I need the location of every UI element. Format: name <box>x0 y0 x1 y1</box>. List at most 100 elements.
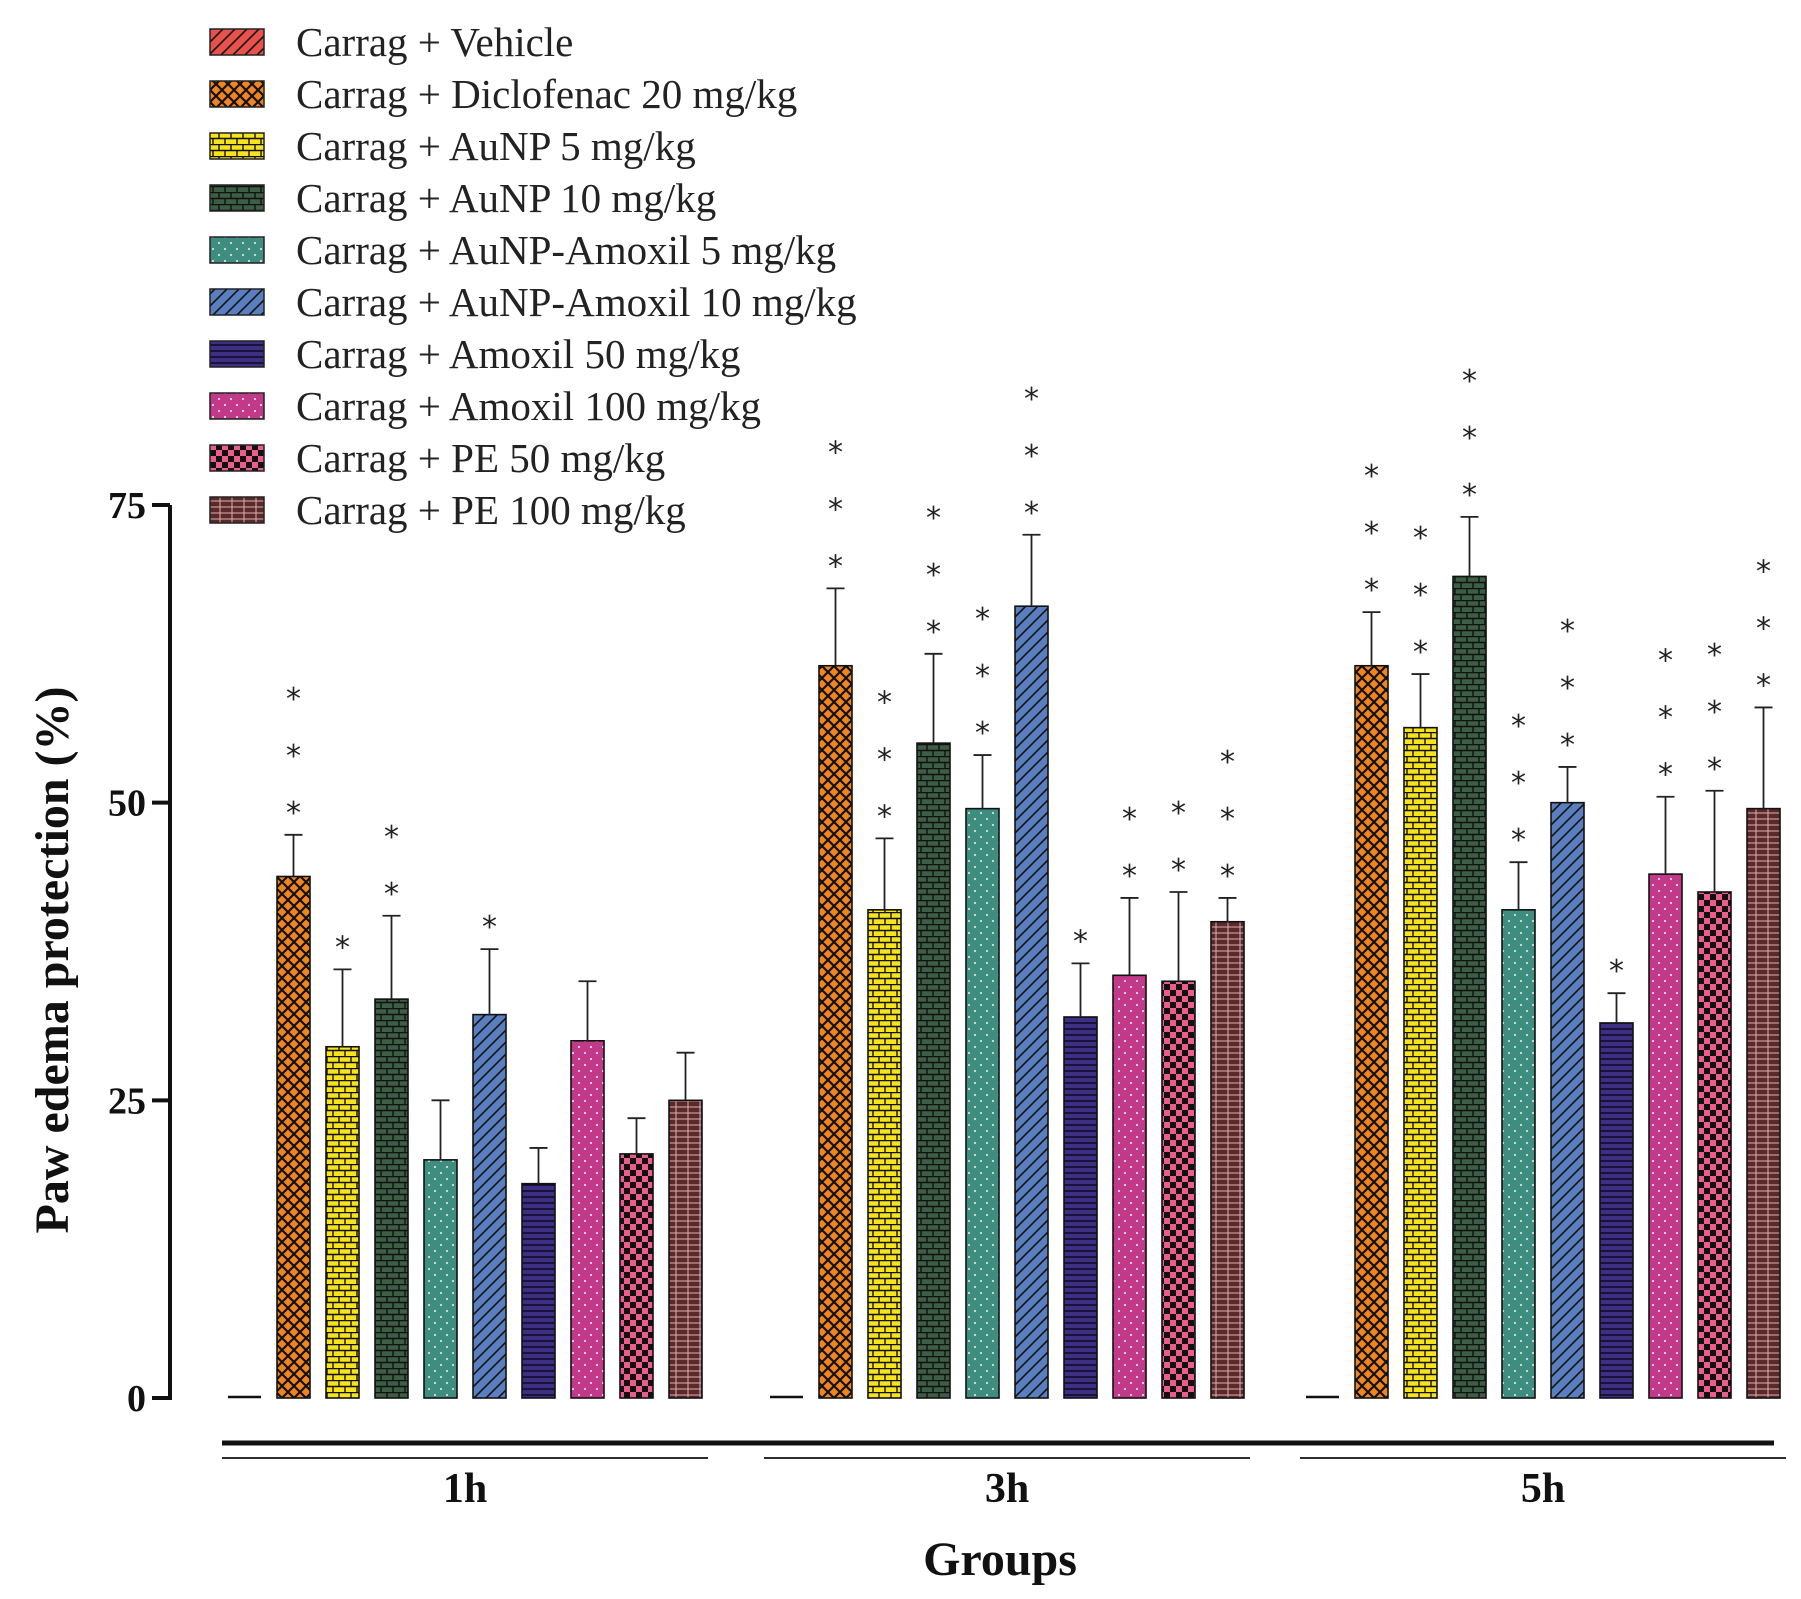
bar <box>570 1040 605 1399</box>
significance-star: * <box>1024 382 1039 417</box>
bar <box>1697 891 1732 1399</box>
legend-label: Carrag + PE 50 mg/kg <box>296 435 665 481</box>
significance-star: * <box>384 820 399 855</box>
significance-star: * <box>1220 745 1235 780</box>
significance-star: * <box>1122 859 1137 894</box>
significance-star: * <box>828 549 843 584</box>
significance-star: * <box>1413 521 1428 556</box>
legend-swatch <box>209 132 265 160</box>
significance-star: * <box>1756 554 1771 589</box>
significance-star: * <box>286 796 301 831</box>
significance-star: * <box>482 910 497 945</box>
legend-item: Carrag + Vehicle <box>209 19 573 65</box>
bar <box>867 909 902 1399</box>
x-tick-label: 3h <box>985 1466 1029 1512</box>
bar <box>818 664 853 1399</box>
significance-star: * <box>926 615 941 650</box>
y-tick-label: 0 <box>127 1378 146 1420</box>
bar <box>1403 726 1438 1399</box>
bars: * * * * * * * * * * * * * * * * * * * * * * * * * * * * * * * * * * * * * * * *… <box>228 364 1781 1399</box>
legend-item: Carrag + Amoxil 50 mg/kg <box>209 331 740 377</box>
legend-swatch <box>209 444 265 472</box>
legend-item: Carrag + Diclofenac 20 mg/kg <box>209 71 797 117</box>
significance-star: * <box>1024 439 1039 474</box>
x-axis-title: Groups <box>923 1533 1077 1586</box>
bar-group-5h: * * * * * * * * * * * * * * * * * * * * * * * * * <box>1306 364 1781 1399</box>
y-tick-label: 25 <box>108 1080 146 1122</box>
significance-star: * <box>877 799 892 834</box>
significance-star: * <box>1658 644 1673 679</box>
bar <box>1161 980 1196 1399</box>
significance-star: * <box>1707 638 1722 673</box>
legend-swatch <box>209 236 265 264</box>
legend-label: Carrag + Diclofenac 20 mg/kg <box>296 71 797 117</box>
bar <box>374 998 409 1399</box>
bar <box>325 1045 360 1399</box>
significance-star: * <box>1658 758 1673 793</box>
bar <box>916 742 951 1399</box>
legend-item: Carrag + AuNP 5 mg/kg <box>209 123 696 169</box>
significance-star: * <box>286 682 301 717</box>
significance-star: * <box>384 877 399 912</box>
legend-swatch <box>209 28 265 56</box>
significance-star: * <box>877 685 892 720</box>
significance-star: * <box>1364 573 1379 608</box>
significance-star: * <box>1511 766 1526 801</box>
significance-star: * <box>286 739 301 774</box>
legend-label: Carrag + AuNP 10 mg/kg <box>296 175 716 221</box>
significance-star: * <box>1707 752 1722 787</box>
legend-swatch <box>209 340 265 368</box>
significance-star: * <box>926 558 941 593</box>
significance-star: * <box>1171 853 1186 888</box>
significance-star: * <box>1511 823 1526 858</box>
significance-star: * <box>975 716 990 751</box>
legend-label: Carrag + Vehicle <box>296 19 573 65</box>
significance-star: * <box>1511 709 1526 744</box>
significance-star: * <box>1073 924 1088 959</box>
bar <box>472 1013 507 1399</box>
bar-group-1h: * * * * * * * <box>228 682 703 1399</box>
significance-star: * <box>926 501 941 536</box>
significance-star: * <box>1462 421 1477 456</box>
bar <box>1210 920 1245 1399</box>
y-tick-label: 75 <box>108 485 146 527</box>
significance-star: * <box>1756 611 1771 646</box>
significance-star: * <box>1413 635 1428 670</box>
legend-label: Carrag + Amoxil 50 mg/kg <box>296 331 740 377</box>
significance-star: * <box>1220 802 1235 837</box>
bar <box>1014 605 1049 1399</box>
bar <box>1452 575 1487 1399</box>
y-tick-label: 50 <box>108 783 146 825</box>
bar <box>1746 807 1781 1399</box>
legend-label: Carrag + Amoxil 100 mg/kg <box>296 383 761 429</box>
bar <box>1599 1022 1634 1399</box>
significance-star: * <box>1756 668 1771 703</box>
legend-swatch <box>209 184 265 212</box>
legend-label: Carrag + AuNP-Amoxil 10 mg/kg <box>296 279 857 325</box>
bar <box>1501 909 1536 1399</box>
legend-item: Carrag + Amoxil 100 mg/kg <box>209 383 761 429</box>
significance-star: * <box>1609 954 1624 989</box>
significance-star: * <box>1560 671 1575 706</box>
significance-star: * <box>1364 459 1379 494</box>
bar <box>521 1182 556 1399</box>
legend-item: Carrag + PE 50 mg/kg <box>209 435 665 481</box>
bar <box>668 1099 703 1399</box>
legend-swatch <box>209 392 265 420</box>
significance-star: * <box>1462 478 1477 513</box>
y-axis-title: Paw edema protection (%) <box>26 687 79 1234</box>
bar <box>1354 664 1389 1399</box>
significance-star: * <box>1560 728 1575 763</box>
significance-star: * <box>1462 364 1477 399</box>
bar <box>1550 801 1585 1399</box>
legend-item: Carrag + AuNP-Amoxil 5 mg/kg <box>209 227 836 273</box>
bar <box>1063 1016 1098 1399</box>
bar <box>965 807 1000 1399</box>
legend-label: Carrag + PE 100 mg/kg <box>296 487 686 533</box>
significance-star: * <box>1220 859 1235 894</box>
significance-star: * <box>975 659 990 694</box>
significance-star: * <box>1122 802 1137 837</box>
x-tick-label: 1h <box>443 1466 487 1512</box>
significance-star: * <box>1658 701 1673 736</box>
